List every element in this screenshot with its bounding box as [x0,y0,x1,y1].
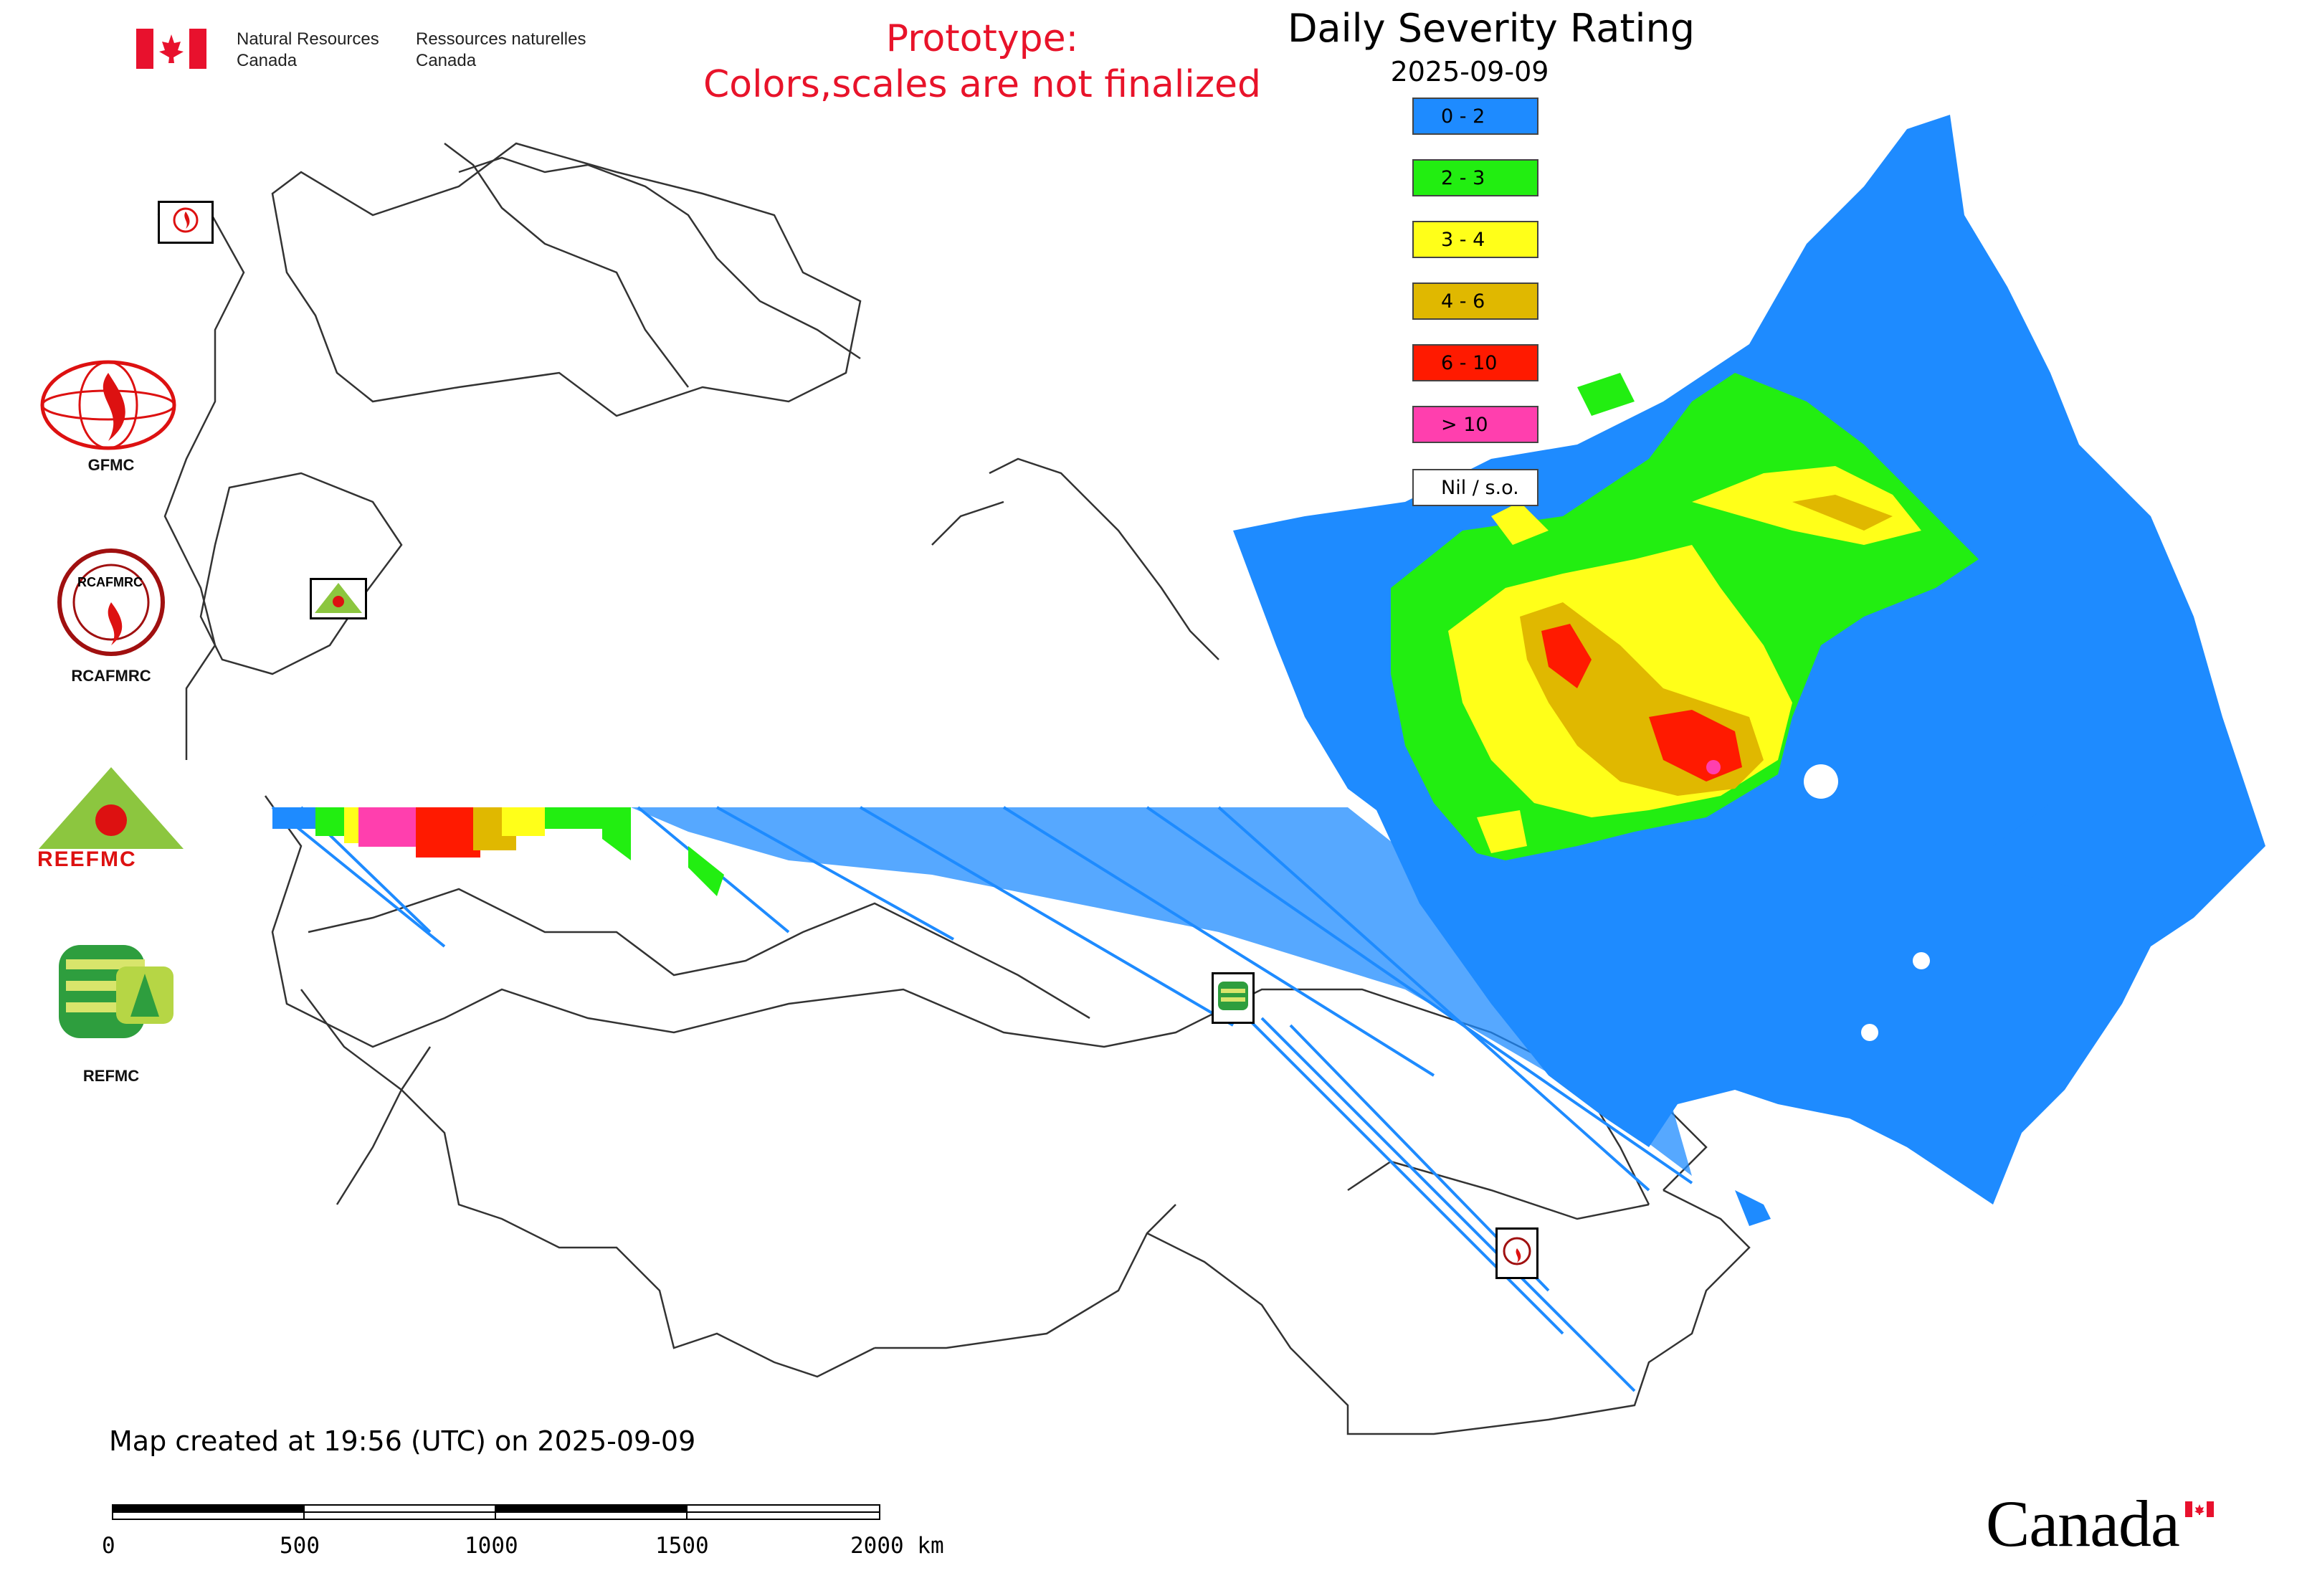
refmc-logo [59,945,173,1045]
canada-wordmark: Canada [1986,1487,2180,1560]
prototype-notice: Prototype: Colors,scales are not finaliz… [667,16,1298,108]
legend-title: Daily Severity Rating [1287,6,1695,51]
map-created-caption: Map created at 19:56 (UTC) on 2025-09-09 [109,1425,696,1457]
agency-en-line1: Natural Resources [237,29,379,49]
gfmc-logo [40,358,176,452]
prototype-line2: Colors,scales are not finalized [703,63,1262,106]
prototype-line1: Prototype: [885,17,1079,60]
legend-date: 2025-09-09 [1390,56,1549,87]
reefmc-map-marker [310,578,367,619]
gfmc-map-marker [158,201,214,244]
legend-item-6-10: 6 - 10 [1412,344,1538,381]
legend-item-2-3: 2 - 3 [1412,159,1538,196]
rcafmrc-label: RCAFMRC [71,667,151,685]
rating-region-east [1233,115,2265,1226]
rcafmrc-logo [57,545,165,660]
scale-label-2000-km: 2000 km [850,1533,944,1559]
scale-bar [112,1504,880,1520]
legend-item-4-6: 4 - 6 [1412,282,1538,320]
agency-name-fr: Ressources naturelles Canada [416,29,586,72]
streak-band-colored [272,807,724,896]
legend-item-3-4: 3 - 4 [1412,221,1538,258]
legend-item-0-2: 0 - 2 [1412,98,1538,135]
agency-fr-line2: Canada [416,51,477,70]
rcafmrc-map-marker [1495,1227,1538,1279]
agency-fr-line1: Ressources naturelles [416,29,586,49]
refmc-map-marker [1212,972,1255,1024]
reefmc-wordmark: REEFMC [37,847,137,871]
gfmc-label: GFMC [87,456,135,474]
rcafmrc-wordmark: RCAFMRC [77,575,143,589]
wordmark-flag-icon [2185,1501,2214,1517]
scale-label-500: 500 [280,1533,320,1559]
agency-name-en: Natural Resources Canada [237,29,379,72]
scale-label-1000: 1000 [465,1533,518,1559]
legend-item-nil: Nil / s.o. [1412,469,1538,506]
scale-label-1500: 1500 [655,1533,709,1559]
canada-flag-icon [136,29,206,69]
reefmc-logo [36,764,186,872]
agency-en-line2: Canada [237,51,298,70]
northern-islands [1491,373,1635,545]
refmc-label: REFMC [82,1067,140,1085]
country-borders [157,142,1751,1435]
legend-item-gt-10: > 10 [1412,406,1538,443]
scale-label-0: 0 [102,1533,115,1559]
